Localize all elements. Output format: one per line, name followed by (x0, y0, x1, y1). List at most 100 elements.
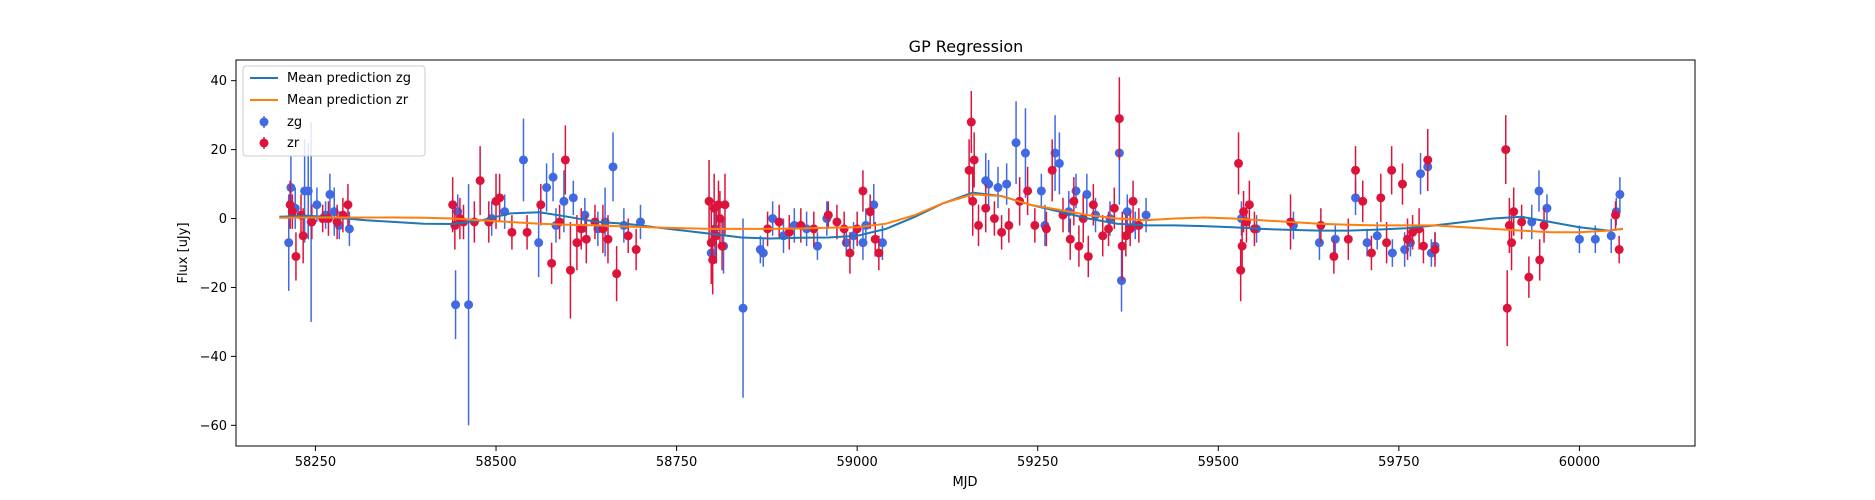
y-tick-label: 0 (219, 212, 227, 227)
data-point-zr (1114, 114, 1124, 124)
data-point-zr (964, 165, 974, 175)
chart-title: GP Regression (909, 37, 1024, 56)
x-tick-label: 59500 (1198, 455, 1239, 470)
legend-label-zr: zr (287, 136, 300, 151)
data-point-zr (581, 234, 591, 244)
data-point-zr (852, 224, 862, 234)
data-point-zr (1104, 224, 1114, 234)
data-point-zg (1362, 238, 1372, 248)
data-point-zr (989, 214, 999, 224)
data-point-zr (774, 217, 784, 227)
data-point-zr (1128, 196, 1138, 206)
y-axis: −60 −40 −20 0 20 40 (200, 74, 236, 434)
plot-area (279, 77, 1625, 426)
x-tick-label: 60000 (1559, 455, 1600, 470)
data-point-zr (832, 217, 842, 227)
data-point-zg (1387, 248, 1397, 258)
data-point-zr (507, 227, 517, 237)
data-point-zr (448, 200, 458, 210)
y-axis-label: Flux [uJy] (176, 222, 191, 283)
data-point-zr (522, 227, 532, 237)
data-point-zr (1004, 220, 1014, 230)
data-point-zr (1125, 224, 1135, 234)
data-point-zg (869, 200, 879, 210)
data-point-zr (969, 155, 979, 165)
data-point-zr (1343, 234, 1353, 244)
data-point-zr (1504, 220, 1514, 230)
data-point-zr (1239, 207, 1249, 217)
data-point-zg (1330, 234, 1340, 244)
data-point-zr (536, 200, 546, 210)
data-point-zr (1316, 220, 1326, 230)
data-point-zg (303, 186, 313, 196)
data-point-zg (464, 300, 474, 310)
x-axis: 58250 58500 58750 59000 59250 59500 59750 60000 (295, 446, 1600, 470)
data-point-zr (1121, 231, 1131, 241)
data-point-zg (1590, 234, 1600, 244)
data-point-zr (1387, 165, 1397, 175)
data-point-zg (608, 162, 618, 172)
data-point-zr (715, 214, 725, 224)
data-point-zr (966, 117, 976, 127)
data-point-zr (332, 217, 342, 227)
data-point-zg (1054, 158, 1064, 168)
data-point-zg (542, 183, 552, 193)
data-point-zg (1606, 231, 1616, 241)
data-point-zr (865, 207, 875, 217)
x-tick-label: 58250 (295, 455, 336, 470)
data-point-zr (717, 241, 727, 251)
data-point-zr (565, 265, 575, 275)
data-point-zr (823, 210, 833, 220)
x-tick-label: 59750 (1378, 455, 1419, 470)
data-point-zr (1611, 210, 1621, 220)
data-point-zr (475, 176, 485, 186)
x-tick-label: 58750 (656, 455, 697, 470)
data-point-zr (1236, 265, 1246, 275)
data-point-zr (997, 227, 1007, 237)
data-point-zg (738, 303, 748, 313)
legend-label-zg: zg (287, 115, 302, 130)
data-point-zg (1534, 186, 1544, 196)
data-point-zr (1382, 238, 1392, 248)
data-point-zr (874, 248, 884, 258)
data-point-zr (1030, 220, 1040, 230)
data-point-zr (981, 203, 991, 213)
data-point-zr (1088, 200, 1098, 210)
data-point-zr (1083, 251, 1093, 261)
data-point-zr (1237, 241, 1247, 251)
data-point-zg (1314, 238, 1324, 248)
data-point-zr (285, 200, 295, 210)
data-point-zr (713, 200, 723, 210)
data-point-zr (1430, 245, 1440, 255)
data-point-zr (1234, 158, 1244, 168)
series-zr (285, 77, 1624, 347)
data-point-zr (1117, 241, 1127, 251)
data-point-zg (812, 241, 822, 251)
data-point-zg (1020, 148, 1030, 158)
axes-frame (235, 59, 1696, 447)
data-point-zg (758, 248, 768, 258)
data-point-zr (323, 214, 333, 224)
data-point-zg (1082, 189, 1092, 199)
data-point-zg (1351, 193, 1361, 203)
data-point-zr (560, 155, 570, 165)
data-point-zg (344, 224, 354, 234)
data-point-zg (1141, 210, 1151, 220)
data-point-zr (1329, 251, 1339, 261)
legend: Mean prediction zg Mean prediction zr zg… (242, 65, 426, 157)
data-point-zr (1366, 248, 1376, 258)
y-tick-label: −20 (200, 281, 227, 296)
y-tick-label: 40 (210, 74, 227, 89)
data-point-zr (495, 193, 505, 203)
legend-dot (259, 138, 269, 148)
data-point-zr (1069, 196, 1079, 206)
data-point-zr (968, 196, 978, 206)
data-point-zr (704, 196, 714, 206)
data-point-zr (572, 238, 582, 248)
data-point-zg (1574, 234, 1584, 244)
data-point-zg (1372, 231, 1382, 241)
data-point-zr (576, 224, 586, 234)
data-point-zg (858, 238, 868, 248)
data-point-zr (1501, 145, 1511, 155)
